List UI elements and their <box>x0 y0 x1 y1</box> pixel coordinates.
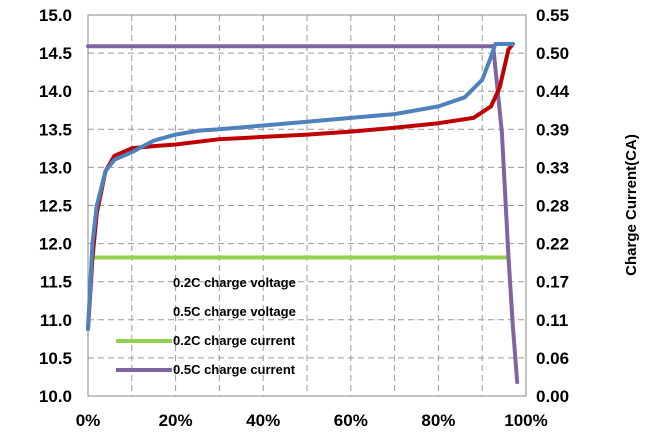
y-axis-right-label: Charge Current(CA) <box>623 134 640 276</box>
x-tick-label: 80% <box>421 411 455 430</box>
y-left-tick-label: 11.5 <box>40 273 72 292</box>
y-right-tick-label: 0.11 <box>536 311 568 330</box>
series-layer <box>86 42 520 385</box>
y-left-tick-label: 14.5 <box>39 44 72 63</box>
y-left-tick-label: 12.0 <box>39 235 72 254</box>
y-right-tick-label: 0.39 <box>536 120 569 139</box>
legend-label: 0.2C charge current <box>173 333 296 348</box>
x-tick-label: 0% <box>76 411 101 430</box>
grid <box>88 15 526 396</box>
series-line-0-5c-charge-current <box>86 44 520 385</box>
y-left-tick-label: 13.5 <box>39 120 72 139</box>
legend-label: 0.5C charge voltage <box>173 304 296 319</box>
y-axis-right-ticks: 0.00 0.06 0.11 0.17 0.22 0.28 0.33 0.39 0.44 0.50… <box>536 6 570 406</box>
y-left-tick-label: 15.0 <box>39 6 72 25</box>
y-right-tick-label: 0.17 <box>536 273 569 292</box>
y-left-tick-label: 11.0 <box>40 311 72 330</box>
series-line-0-2c-charge-voltage <box>86 42 515 331</box>
y-right-tick-label: 0.28 <box>536 197 569 216</box>
series-line-0-5c-charge-voltage <box>86 42 515 331</box>
y-right-tick-label: 0.22 <box>536 235 569 254</box>
legend-label: 0.5C charge current <box>173 362 296 377</box>
y-right-tick-label: 0.55 <box>536 6 569 25</box>
x-tick-label: 60% <box>334 411 368 430</box>
y-right-tick-label: 0.00 <box>536 387 569 406</box>
y-left-tick-label: 13.0 <box>39 158 72 177</box>
y-right-tick-label: 0.06 <box>536 349 569 368</box>
y-right-tick-label: 0.33 <box>536 158 569 177</box>
plot-area-border <box>87 14 527 397</box>
y-left-tick-label: 14.0 <box>39 82 72 101</box>
y-left-tick-label: 12.5 <box>39 197 72 216</box>
y-axis-left-ticks: 10.0 10.5 11.0 11.5 12.0 12.5 13.0 13.5 14.0 14.5… <box>39 6 72 406</box>
y-left-tick-label: 10.0 <box>39 387 72 406</box>
x-axis-ticks: 0% 20% 40% 60% 80% 100% <box>76 411 548 430</box>
x-tick-label: 40% <box>246 411 280 430</box>
y-right-tick-label: 0.50 <box>536 44 569 63</box>
y-left-tick-label: 10.5 <box>39 349 72 368</box>
x-tick-label: 20% <box>159 411 193 430</box>
y-right-tick-label: 0.44 <box>536 82 570 101</box>
legend: 0.2C charge voltage 0.5C charge voltage 0.… <box>116 275 296 377</box>
legend-label: 0.2C charge voltage <box>173 275 296 290</box>
x-tick-label: 100% <box>504 411 547 430</box>
